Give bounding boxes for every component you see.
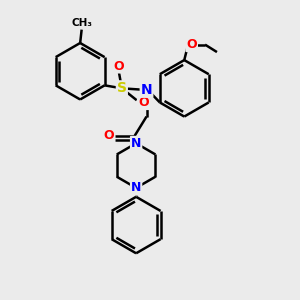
Text: O: O [103, 129, 114, 142]
Text: N: N [131, 182, 141, 194]
Text: O: O [138, 96, 148, 109]
Text: N: N [141, 83, 152, 97]
Text: O: O [114, 59, 124, 73]
Text: S: S [117, 81, 127, 95]
Text: N: N [131, 137, 141, 150]
Text: CH₃: CH₃ [71, 18, 92, 28]
Text: O: O [186, 38, 197, 51]
